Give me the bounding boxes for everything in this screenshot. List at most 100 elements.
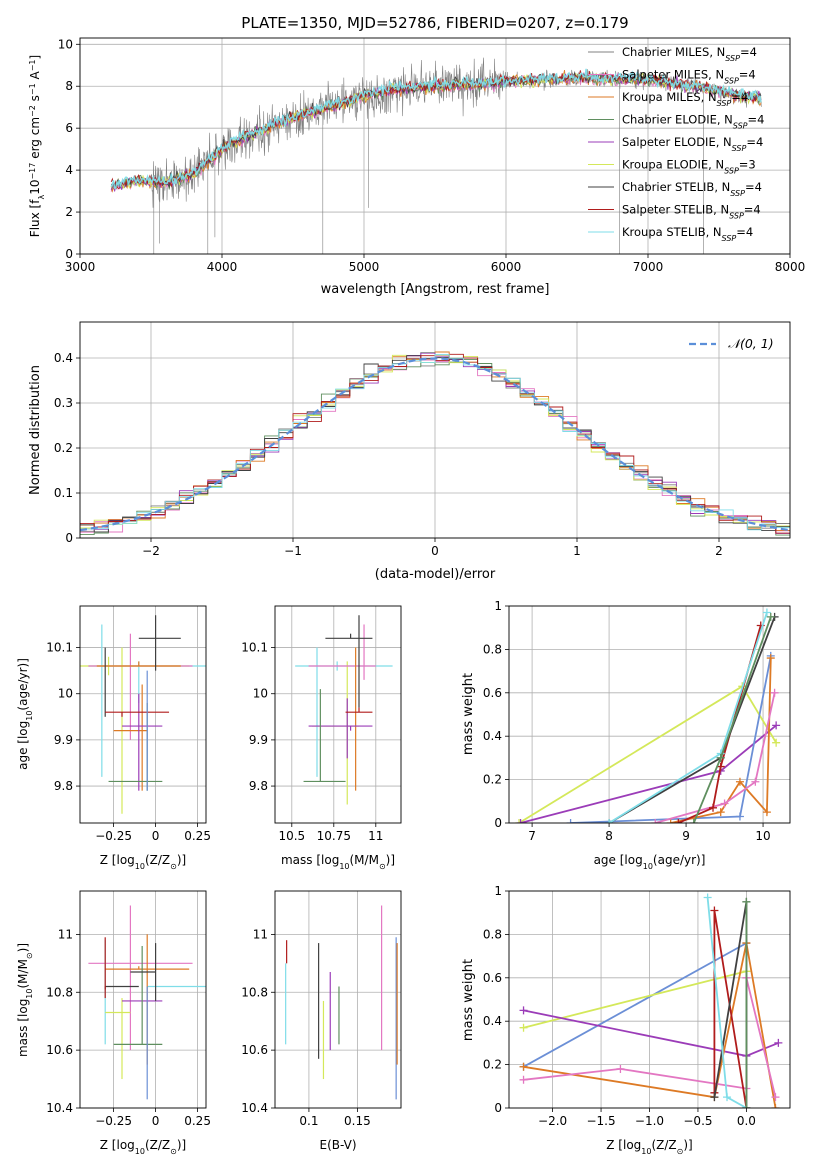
label-part: 10 — [135, 1147, 145, 1156]
legend-normal: 𝒩(0, 1) — [728, 336, 774, 351]
label-part: −17 — [28, 163, 37, 180]
legend-base: Salpeter MILES, N — [622, 68, 724, 82]
x-tick-label: −0.25 — [95, 1114, 132, 1128]
legend-base: Kroupa ELODIE, N — [622, 158, 724, 172]
legend-entry: Salpeter STELIB, NSSP=4 — [622, 203, 761, 221]
x-axis-label: mass [log10(M/M⊙)] — [281, 853, 395, 871]
legend-sub: SSP — [717, 99, 732, 108]
plus-marker — [723, 1093, 732, 1102]
label-part: 10 — [135, 862, 145, 871]
label-part: −2 — [28, 105, 37, 117]
y-tick-label: 0.3 — [54, 396, 73, 410]
y-axis-label: Flux [fλ10−17 erg cm−2 s−1 A−1] — [28, 55, 46, 237]
legend-entry: Kroupa STELIB, NSSP=4 — [622, 225, 753, 243]
legend-base: Salpeter ELODIE, N — [622, 135, 732, 149]
legend-tail: =4 — [740, 45, 757, 59]
y-tick-label: 10.6 — [241, 1043, 268, 1057]
y-tick-label: 0.8 — [483, 927, 502, 941]
x-tick-label: 0 — [152, 829, 160, 843]
plus-marker — [735, 812, 744, 821]
legend-base: Salpeter STELIB, N — [622, 203, 729, 217]
label-part: Flux [f — [28, 199, 42, 237]
legend-tail: =4 — [746, 135, 763, 149]
x-axis-label: Z [log10(Z/Z⊙)] — [606, 1138, 692, 1156]
label-part: (Z/Z — [651, 1138, 676, 1152]
y-tick-label: 10.8 — [46, 985, 73, 999]
plus-marker — [703, 893, 712, 902]
axes-frame — [79, 890, 207, 1109]
label-part: (Z/Z — [145, 853, 170, 867]
y-tick-label: 11 — [253, 927, 268, 941]
label-part: ⊙ — [25, 952, 34, 959]
legend-sub: SSP — [724, 166, 739, 175]
y-tick-label: 0.4 — [54, 351, 73, 365]
x-axis-label: Z [log10(Z/Z⊙)] — [100, 853, 186, 871]
label-part: Z [log — [100, 853, 135, 867]
legend-tail: =4 — [744, 203, 761, 217]
x-tick-label: 0 — [431, 544, 439, 558]
label-part: )] — [16, 943, 30, 952]
y-tick-label: 10 — [58, 37, 73, 51]
y-tick-label: 10.4 — [46, 1101, 73, 1115]
residuals-panel: −2 −1 0 1 2 0 0.1 0.2 0.3 0.4 𝒩(0, 1) (data-model)/… — [28, 321, 791, 582]
y-tick-label: 0.4 — [483, 729, 502, 743]
label-part: −1 — [28, 59, 37, 71]
x-tick-label: −1 — [284, 544, 302, 558]
y-tick-label: 8 — [65, 79, 73, 93]
label-part: (M/M — [16, 959, 30, 988]
plus-marker — [762, 808, 771, 817]
legend-base: Kroupa MILES, N — [622, 90, 717, 104]
axes-frame — [79, 321, 791, 539]
label-part: Z [log — [606, 1138, 641, 1152]
legend-tail: =4 — [739, 68, 756, 82]
legend-tail: =3 — [739, 158, 756, 172]
plot-area — [80, 615, 206, 814]
x-tick-label: −1.0 — [635, 1114, 664, 1128]
legend-entry: Chabrier STELIB, NSSP=4 — [622, 180, 762, 198]
label-part: erg cm — [28, 117, 42, 163]
label-part: ⊙ — [170, 1147, 177, 1156]
y-tick-label: 0.1 — [54, 486, 73, 500]
y-tick-label: 9.8 — [249, 779, 268, 793]
y-axis-label: Normed distribution — [28, 365, 43, 495]
y-tick-label: 0.8 — [483, 642, 502, 656]
x-tick-label: 10 — [755, 829, 770, 843]
label-part: ⊙ — [170, 862, 177, 871]
label-part: (Z/Z — [145, 1138, 170, 1152]
y-axis-label: mass weight — [461, 673, 476, 755]
legend-tail: =4 — [736, 225, 753, 239]
model-fit-line — [110, 68, 762, 190]
label-part: age [log — [594, 853, 643, 867]
label-part: 10 — [339, 862, 349, 871]
label-part: )] — [177, 853, 186, 867]
legend-sub: SSP — [724, 76, 739, 85]
x-tick-label: 0.15 — [344, 1114, 371, 1128]
label-part: ⊙ — [677, 1147, 684, 1156]
x-tick-label: 11 — [368, 829, 383, 843]
series-line — [678, 625, 762, 823]
plus-marker — [772, 721, 781, 730]
label-part: ] — [28, 55, 42, 60]
x-tick-label: 10.5 — [278, 829, 305, 843]
plus-marker — [716, 808, 725, 817]
label-part: mass [log — [16, 999, 30, 1057]
mass-vs-EBV-panel: 0.1 0.15 10.4 10.6 10.8 11 E(B-V) — [241, 890, 402, 1152]
legend-entry: Chabrier MILES, NSSP=4 — [622, 45, 757, 63]
x-tick-label: 5000 — [349, 260, 380, 274]
legend-tail: =4 — [745, 180, 762, 194]
massweight-vs-Z-panel: −2.0 −1.5 −1.0 −0.5 0.0 0 0.2 0.4 0.6 0.8 1 Z [log1… — [461, 884, 791, 1156]
label-part: ⊙ — [379, 862, 386, 871]
y-tick-label: 9.9 — [54, 733, 73, 747]
plus-marker — [515, 819, 524, 823]
figure-title: PLATE=1350, MJD=52786, FIBERID=0207, z=0… — [241, 14, 628, 32]
y-tick-label: 0.2 — [483, 1058, 502, 1072]
axes-frame — [274, 605, 402, 824]
legend-base: Chabrier ELODIE, N — [622, 113, 733, 127]
axes-frame — [79, 37, 791, 255]
plus-marker — [689, 819, 698, 823]
plot-area — [80, 351, 790, 538]
